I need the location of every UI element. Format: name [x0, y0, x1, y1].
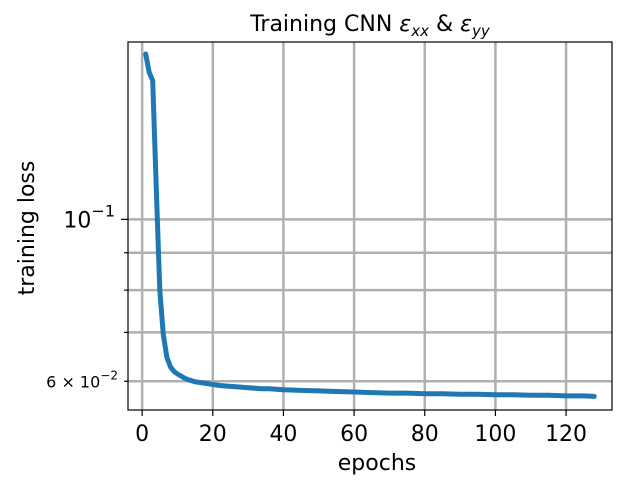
- x-tick-label: 40: [269, 422, 297, 447]
- y-tick-label: 10−1: [63, 201, 115, 233]
- axes-frame: [127, 41, 613, 411]
- x-tick-label: 20: [199, 422, 227, 447]
- series-line-0: [143, 51, 597, 399]
- y-tick-label: 6 × 10−2: [46, 368, 118, 391]
- x-axis-label: epochs: [338, 451, 416, 476]
- x-tick-label: 120: [545, 422, 587, 447]
- series-layer: [143, 51, 597, 399]
- x-tick-label: 100: [474, 422, 516, 447]
- x-tick-label: 60: [340, 422, 368, 447]
- x-tick-label: 0: [135, 422, 149, 447]
- grid: [128, 42, 612, 410]
- ticks: 0 20 40 60 80 100 120 10−1 6 × 10−2: [46, 201, 587, 447]
- y-axis-label: training loss: [15, 161, 40, 296]
- chart-title: Training CNN εxx & εyy: [249, 12, 491, 40]
- x-tick-label: 80: [411, 422, 439, 447]
